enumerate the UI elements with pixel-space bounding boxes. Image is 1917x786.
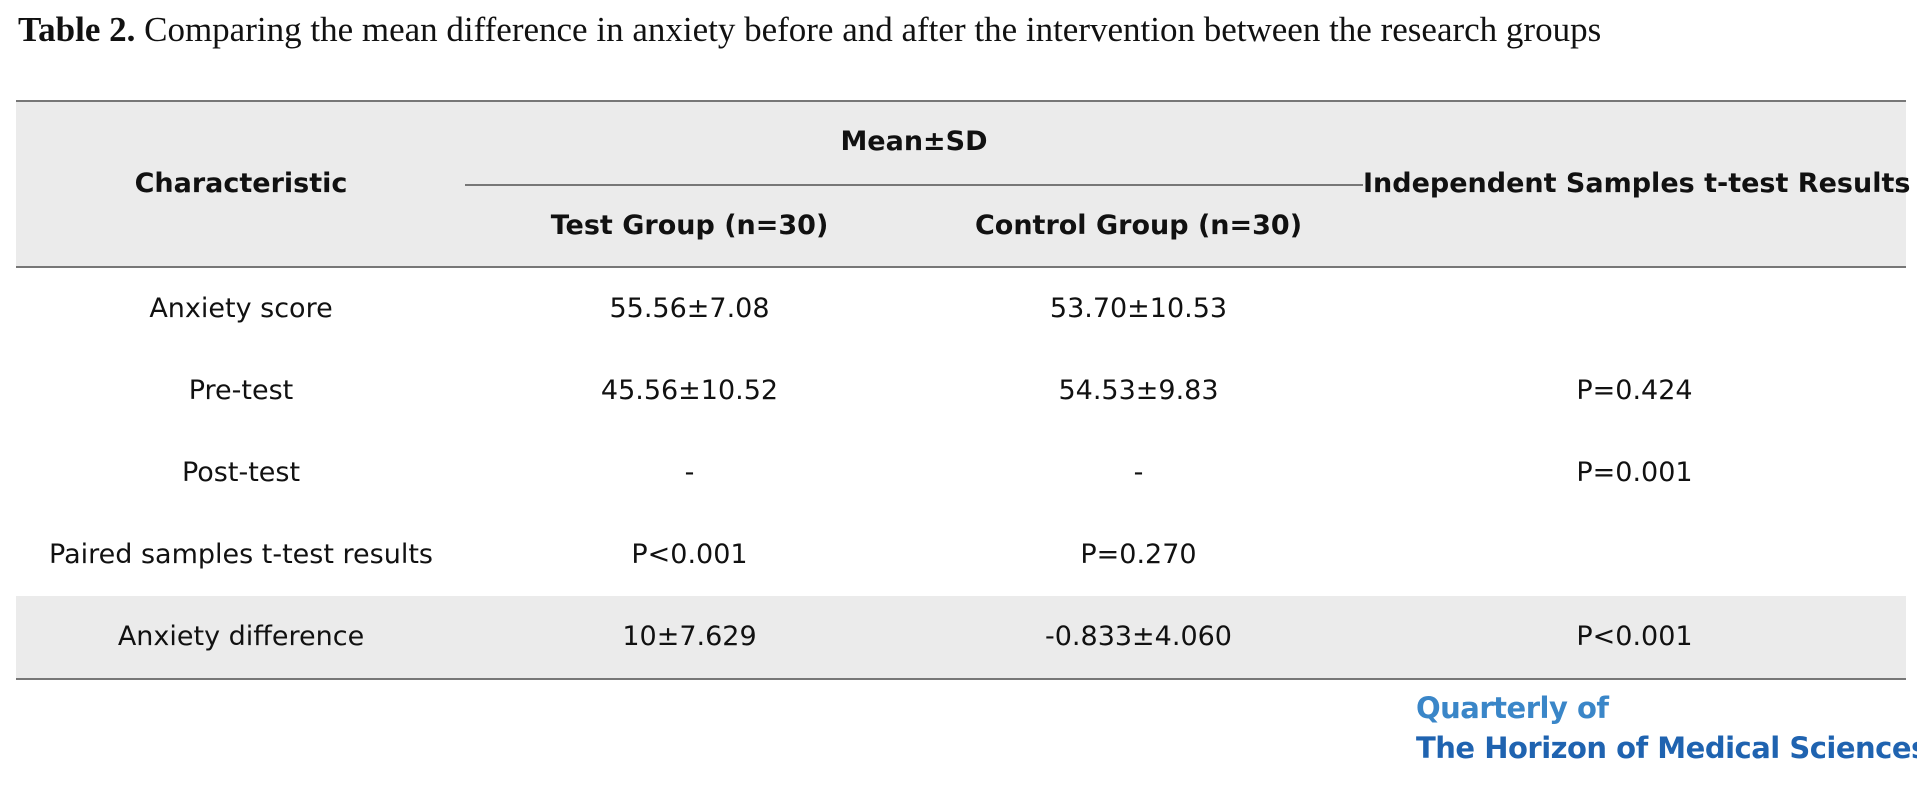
journal-logo: Quarterly of The Horizon of Medical Scie… xyxy=(1416,688,1917,768)
table-caption: Table 2. Comparing the mean difference i… xyxy=(18,8,1601,52)
row-characteristic: Paired samples t-test results xyxy=(49,539,433,570)
row-test-value: 10±7.629 xyxy=(622,621,757,652)
caption-label: Table 2. xyxy=(18,10,136,49)
row-independent-value xyxy=(1363,514,1906,596)
journal-logo-line1: Quarterly of xyxy=(1416,691,1609,725)
caption-text: Comparing the mean difference in anxiety… xyxy=(135,10,1602,49)
row-test-value: 55.56±7.08 xyxy=(609,293,770,324)
table-row: Pre-test 45.56±10.52 54.53±9.83 P=0.424 xyxy=(16,350,1906,432)
table-row: Anxiety score 55.56±7.08 53.70±10.53 xyxy=(16,268,1906,350)
row-control-value: - xyxy=(1133,457,1144,488)
header-test-group: Test Group (n=30) xyxy=(550,210,829,241)
table-top-rule xyxy=(16,100,1906,102)
row-control-value: 54.53±9.83 xyxy=(1058,375,1219,406)
header-control-group: Control Group (n=30) xyxy=(974,210,1303,241)
row-independent-value: P<0.001 xyxy=(1576,621,1693,652)
row-test-value: P<0.001 xyxy=(631,539,748,570)
table-bottom-rule xyxy=(16,678,1906,680)
table-row: Post-test - - P=0.001 xyxy=(16,432,1906,514)
row-independent-value: P=0.424 xyxy=(1576,375,1693,406)
table-row: Anxiety difference 10±7.629 -0.833±4.060… xyxy=(16,596,1906,678)
row-control-value: 53.70±10.53 xyxy=(1049,293,1228,324)
row-independent-value: P=0.001 xyxy=(1576,457,1693,488)
header-bottom-rule xyxy=(16,266,1906,268)
row-test-value: 45.56±10.52 xyxy=(600,375,779,406)
header-characteristic: Characteristic xyxy=(134,168,348,199)
row-characteristic: Pre-test xyxy=(188,375,294,406)
header-mean-sd: Mean±SD xyxy=(840,126,988,157)
row-characteristic: Anxiety difference xyxy=(117,621,365,652)
row-characteristic: Anxiety score xyxy=(149,293,333,324)
journal-logo-line2: The Horizon of Medical Sciences xyxy=(1416,731,1917,765)
row-control-value: P=0.270 xyxy=(1080,539,1197,570)
row-control-value: -0.833±4.060 xyxy=(1045,621,1232,652)
row-independent-value xyxy=(1363,268,1906,350)
header-independent-t-test: Independent Samples t-test Results xyxy=(1363,168,1911,199)
table-row: Paired samples t-test results P<0.001 P=… xyxy=(16,514,1906,596)
header-sub-rule xyxy=(465,184,1363,186)
row-test-value: - xyxy=(684,457,695,488)
row-characteristic: Post-test xyxy=(181,457,301,488)
table-header: Characteristic Mean±SD Test Group (n=30)… xyxy=(16,102,1911,266)
